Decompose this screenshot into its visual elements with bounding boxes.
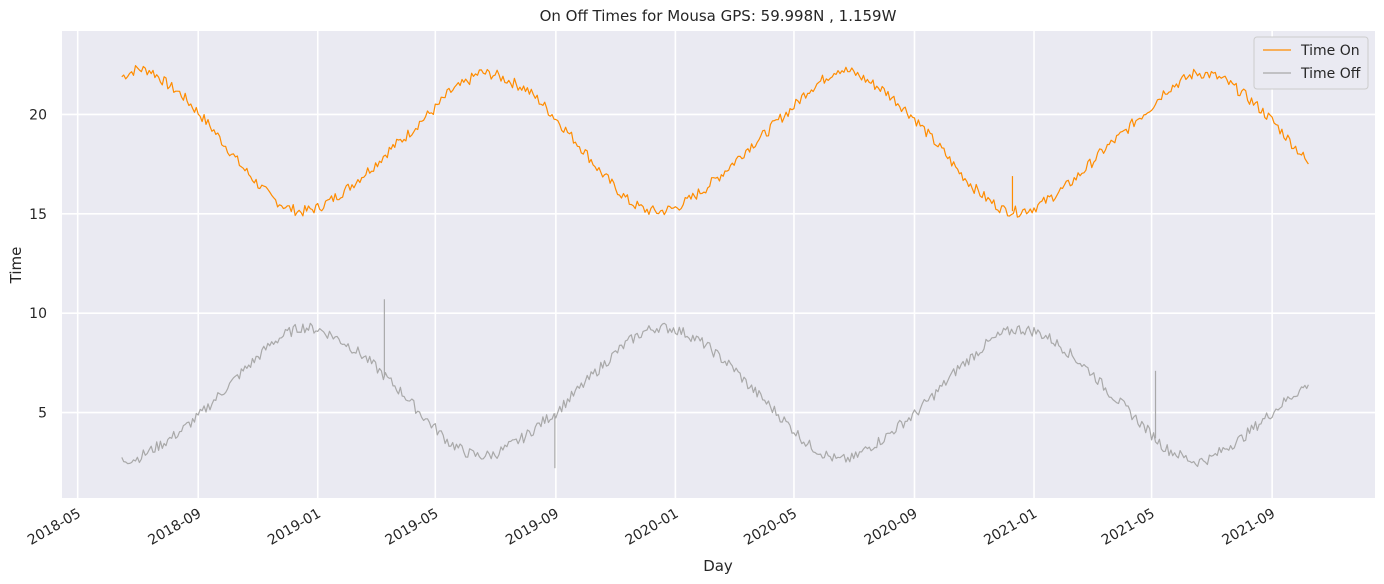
legend: Time On Time Off (1253, 36, 1369, 90)
gridlines (62, 31, 1375, 498)
series-layer (121, 64, 1309, 469)
y-axis-label: Time (7, 247, 25, 285)
y-tick-label: 10 (29, 306, 47, 322)
series-line-time-off (121, 322, 1309, 468)
x-axis-label: Day (703, 557, 733, 575)
plot-area (62, 31, 1375, 498)
chart-title: On Off Times for Mousa GPS: 59.998N , 1.… (540, 7, 897, 25)
y-tick-labels: 5 10 15 20 (29, 107, 47, 421)
y-tick-label: 15 (29, 207, 47, 223)
y-tick-label: 20 (29, 107, 47, 123)
y-tick-label: 5 (38, 406, 47, 422)
legend-label-time-off: Time Off (1300, 66, 1361, 82)
series-line-time-on (121, 64, 1309, 218)
legend-label-time-on: Time On (1300, 43, 1360, 59)
